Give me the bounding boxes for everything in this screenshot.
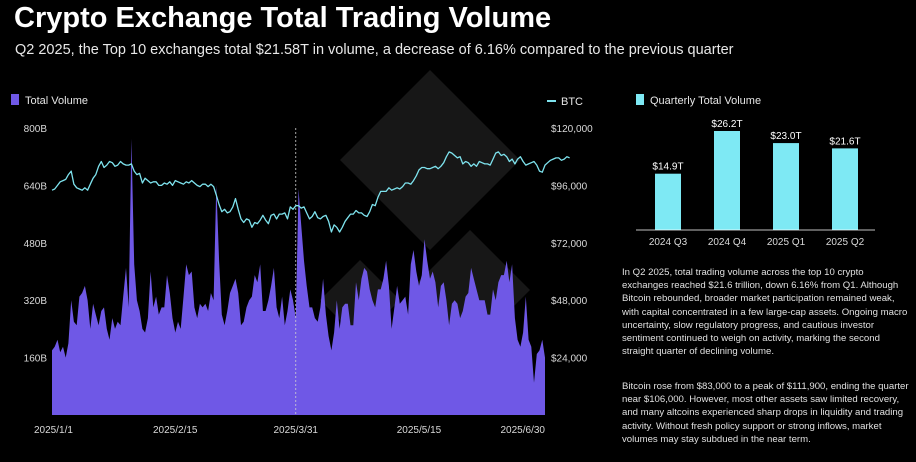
y-right-tick-label: $48,000 xyxy=(551,296,588,307)
legend-btc: BTC xyxy=(547,96,583,108)
quarter-category-label: 2025 Q2 xyxy=(826,237,865,248)
legend-btc-line xyxy=(547,100,556,102)
chart-title: Crypto Exchange Total Trading Volume xyxy=(14,2,552,34)
quarter-bar-value-label: $23.0T xyxy=(770,131,801,142)
y-right-tick-label: $120,000 xyxy=(551,124,593,135)
legend-quarterly-label: Quarterly Total Volume xyxy=(650,95,762,107)
quarter-bar xyxy=(714,131,740,230)
commentary-paragraph-1: In Q2 2025, total trading volume across … xyxy=(622,267,908,358)
quarter-bar-value-label: $14.9T xyxy=(652,162,683,173)
legend-volume-swatch xyxy=(11,94,19,105)
quarter-bar xyxy=(773,143,799,230)
y-right-tick-label: $96,000 xyxy=(551,181,588,192)
quarter-category-label: 2025 Q1 xyxy=(767,237,806,248)
chart-subtitle: Q2 2025, the Top 10 exchanges total $21.… xyxy=(15,42,734,58)
series-btc-line xyxy=(51,151,570,233)
y-left-tick-label: 480B xyxy=(24,239,48,250)
y-left-tick-label: 640B xyxy=(24,181,48,192)
legend-quarterly-volume: Quarterly Total Volume xyxy=(636,94,761,107)
quarter-bar-value-label: $21.6T xyxy=(829,136,860,147)
quarter-bar xyxy=(832,148,858,230)
quarter-category-label: 2024 Q4 xyxy=(708,237,747,248)
series-total-volume-area xyxy=(52,138,545,416)
y-left-tick-label: 160B xyxy=(24,354,48,365)
y-left-tick-label: 800B xyxy=(24,124,48,135)
legend-volume-label: Total Volume xyxy=(25,95,88,107)
x-tick-label: 2025/1/1 xyxy=(34,425,73,436)
x-tick-label: 2025/5/15 xyxy=(397,425,442,436)
y-right-tick-label: $24,000 xyxy=(551,354,588,365)
y-left-tick-label: 320B xyxy=(24,296,48,307)
legend-quarterly-swatch xyxy=(636,94,644,105)
quarter-category-label: 2024 Q3 xyxy=(649,237,688,248)
x-tick-label: 2025/2/15 xyxy=(153,425,198,436)
legend-btc-label: BTC xyxy=(561,96,583,108)
quarter-bar xyxy=(655,173,681,230)
y-right-tick-label: $72,000 xyxy=(551,239,588,250)
legend-total-volume: Total Volume xyxy=(11,94,88,107)
x-tick-label: 2025/3/31 xyxy=(274,425,319,436)
x-tick-label: 2025/6/30 xyxy=(501,425,546,436)
quarter-bar-value-label: $26.2T xyxy=(711,119,742,130)
commentary-paragraph-2: Bitcoin rose from $83,000 to a peak of $… xyxy=(622,381,909,445)
